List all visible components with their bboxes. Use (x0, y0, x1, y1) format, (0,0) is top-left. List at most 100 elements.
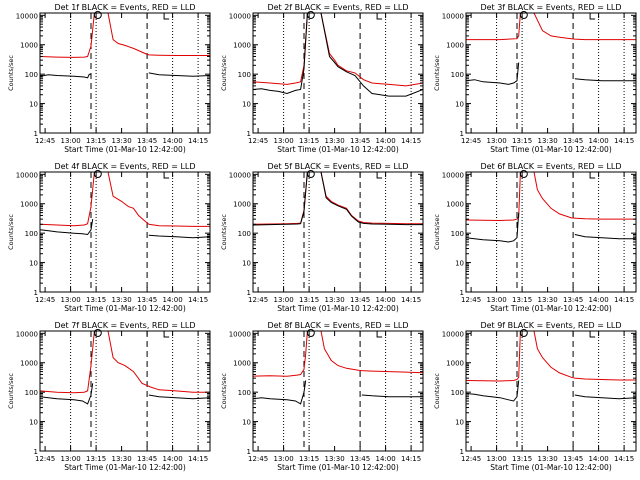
panel-det-1: Det 1f BLACK = Events, RED = LLD 1 10 100 10… (7, 3, 211, 154)
panel-title: Det 9f BLACK = Events, RED = LLD (480, 321, 621, 330)
y-tick-label: 1000 (233, 360, 251, 368)
y-tick-label: 10 (29, 260, 38, 268)
y-tick-label: 1000 (446, 201, 464, 209)
y-tick-label: 1000 (20, 201, 38, 209)
interval-bracket-marker (589, 13, 596, 20)
plot-frame (39, 330, 211, 452)
panel-title: Det 1f BLACK = Events, RED = LLD (54, 3, 195, 12)
x-tick-label: 13:30 (325, 296, 345, 304)
interval-bracket-marker (163, 331, 170, 338)
lld-series-line (40, 172, 210, 227)
events-series-line (466, 62, 636, 85)
interval-bracket-marker (589, 172, 596, 179)
x-tick-label: 13:45 (137, 137, 157, 145)
x-tick-label: 13:15 (512, 455, 532, 463)
lld-series-line (466, 331, 636, 382)
lld-series-line (40, 331, 210, 394)
y-tick-label: 10 (242, 101, 251, 109)
y-tick-label: 10000 (16, 171, 38, 179)
x-tick-label: 12:45 (248, 137, 268, 145)
y-tick-label: 10000 (16, 330, 38, 338)
y-tick-label: 100 (25, 71, 38, 79)
y-tick-label: 10 (455, 419, 464, 427)
y-tick-label: 10000 (442, 171, 464, 179)
y-tick-label: 10000 (229, 12, 251, 20)
x-tick-label: 12:45 (35, 455, 55, 463)
y-tick-label: 10000 (229, 330, 251, 338)
x-tick-label: 13:30 (112, 455, 132, 463)
panel-title: Det 7f BLACK = Events, RED = LLD (54, 321, 195, 330)
x-tick-label: 13:00 (274, 296, 294, 304)
peak-circle-marker (306, 170, 315, 178)
peak-circle-marker (93, 329, 102, 337)
y-tick-label: 10000 (16, 12, 38, 20)
x-tick-label: 14:00 (163, 296, 183, 304)
panel-title: Det 8f BLACK = Events, RED = LLD (267, 321, 408, 330)
panel-det-4: Det 4f BLACK = Events, RED = LLD 1 10 100 10… (7, 162, 211, 313)
plot-frame (252, 330, 424, 452)
y-tick-label: 1000 (233, 42, 251, 50)
y-tick-label: 100 (451, 71, 464, 79)
peak-circle-marker (519, 170, 528, 178)
lld-series-line (466, 13, 636, 41)
y-tick-label: 100 (451, 389, 464, 397)
lld-series-line (466, 172, 636, 222)
y-axis-label: Counts/sec (220, 55, 228, 91)
y-tick-label: 1000 (446, 360, 464, 368)
x-tick-label: 13:00 (61, 137, 81, 145)
events-series-line (466, 380, 636, 402)
y-axis-label: Counts/sec (433, 55, 441, 91)
peak-circle-marker (306, 329, 315, 337)
y-tick-label: 100 (238, 389, 251, 397)
events-series-line (466, 212, 636, 243)
interval-bracket-marker (376, 172, 383, 179)
interval-bracket-marker (163, 13, 170, 20)
plot-frame (39, 171, 211, 293)
x-axis-label: Start Time (01-Mar-10 12:42:00) (490, 304, 612, 313)
x-tick-label: 13:30 (325, 455, 345, 463)
x-tick-label: 13:45 (350, 455, 370, 463)
y-tick-label: 1 (460, 289, 464, 297)
plot-frame (252, 171, 424, 293)
x-tick-label: 13:45 (350, 137, 370, 145)
y-axis-label: Counts/sec (7, 373, 15, 409)
x-tick-label: 12:45 (461, 296, 481, 304)
y-tick-label: 1 (247, 130, 251, 138)
y-tick-label: 10 (29, 101, 38, 109)
y-axis-label: Counts/sec (220, 214, 228, 250)
lld-series-line (253, 172, 423, 225)
x-axis-label: Start Time (01-Mar-10 12:42:00) (64, 463, 186, 472)
x-tick-label: 13:30 (325, 137, 345, 145)
y-tick-label: 1 (460, 130, 464, 138)
peak-circle-marker (519, 11, 528, 19)
x-tick-label: 14:15 (614, 137, 634, 145)
x-axis-label: Start Time (01-Mar-10 12:42:00) (64, 145, 186, 154)
x-tick-label: 13:00 (61, 296, 81, 304)
x-tick-label: 13:00 (61, 455, 81, 463)
panel-title: Det 3f BLACK = Events, RED = LLD (480, 3, 621, 12)
x-tick-label: 14:15 (401, 137, 421, 145)
panel-det-5: Det 5f BLACK = Events, RED = LLD 1 10 100 10… (220, 162, 424, 313)
x-tick-label: 14:00 (589, 296, 609, 304)
y-tick-label: 10 (455, 101, 464, 109)
x-tick-label: 13:15 (512, 137, 532, 145)
x-tick-label: 12:45 (35, 137, 55, 145)
x-tick-label: 13:15 (86, 296, 106, 304)
x-tick-label: 13:30 (538, 296, 558, 304)
x-tick-label: 13:15 (299, 455, 319, 463)
panel-title: Det 4f BLACK = Events, RED = LLD (54, 162, 195, 171)
y-axis-label: Counts/sec (7, 214, 15, 250)
panel-det-8: Det 8f BLACK = Events, RED = LLD 1 10 100 10… (220, 321, 424, 472)
x-tick-label: 13:30 (112, 137, 132, 145)
x-tick-label: 12:45 (248, 296, 268, 304)
x-tick-label: 13:00 (487, 296, 507, 304)
x-axis-label: Start Time (01-Mar-10 12:42:00) (490, 145, 612, 154)
x-tick-label: 13:00 (487, 137, 507, 145)
x-tick-label: 13:45 (563, 455, 583, 463)
x-tick-label: 14:00 (163, 137, 183, 145)
plot-frame (39, 12, 211, 134)
x-tick-label: 13:15 (86, 137, 106, 145)
x-tick-label: 13:00 (487, 455, 507, 463)
y-tick-label: 10000 (442, 330, 464, 338)
x-tick-label: 13:30 (112, 296, 132, 304)
